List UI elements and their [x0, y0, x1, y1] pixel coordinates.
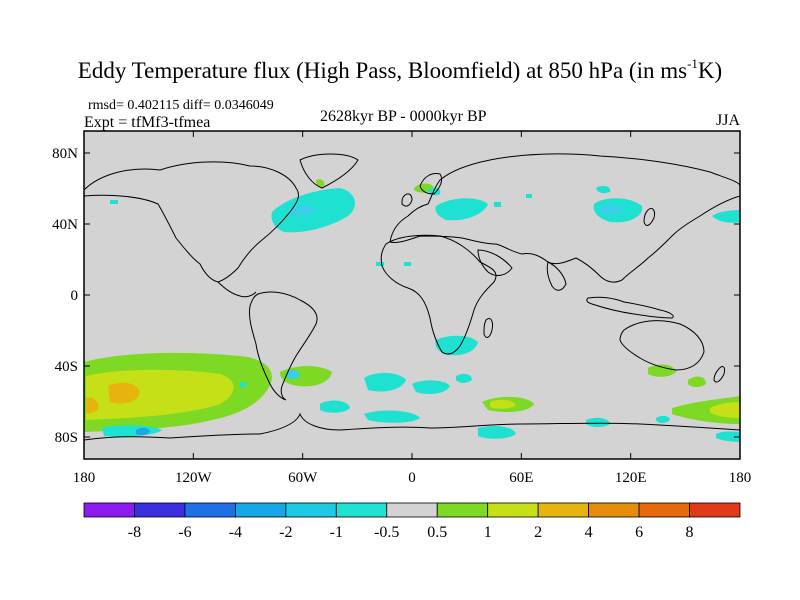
anomaly-region-north-pacific — [712, 210, 740, 223]
legend-swatch — [134, 502, 186, 518]
anomaly-spot-1 — [240, 382, 246, 387]
legend-label: 0.5 — [427, 524, 447, 541]
anomaly-spot-2 — [376, 262, 384, 266]
legend-label: 8 — [686, 524, 694, 541]
legend-swatch — [537, 502, 590, 518]
coast-britain — [401, 193, 413, 207]
anomaly-region-greenland — [316, 179, 325, 187]
lat-tick-label: 80S — [55, 430, 78, 446]
anomaly-region-patagonia — [286, 369, 300, 379]
legend-label: -6 — [178, 524, 191, 541]
anomaly-region-south-pacific-small — [656, 415, 670, 423]
stats-label: rmsd= 0.402115 diff= 0.0346049 — [88, 98, 274, 113]
coast-north-america — [84, 161, 299, 283]
anomaly-region-antarctic-coast — [364, 410, 420, 423]
legend-swatch — [638, 502, 690, 518]
anomaly-region-indian-ocean-core — [490, 399, 516, 409]
legend-label: -1 — [330, 524, 343, 541]
axis-tick-labels: 80N 40N 0 40S 80S 180 120W 60W 0 60E 120E 180 — [52, 146, 751, 486]
legend-swatch — [234, 502, 287, 518]
anomaly-region-south-indian — [364, 372, 406, 392]
coast-new-zealand — [713, 366, 725, 383]
coast-indonesia — [586, 296, 674, 319]
title-superscript: -1 — [687, 56, 698, 71]
anomaly-region-east-asia-core — [600, 204, 624, 215]
lon-tick-label: 180 — [73, 470, 96, 486]
coast-greenland — [299, 153, 359, 189]
title-text: Eddy Temperature flux (High Pass, Bloomf… — [77, 58, 688, 83]
lat-tick-label: 40S — [55, 359, 78, 375]
anomaly-region-siberia — [596, 185, 611, 194]
coast-africa — [380, 234, 497, 355]
coastlines — [84, 153, 740, 441]
legend-swatch — [487, 502, 539, 518]
anomaly-spot-6 — [526, 194, 532, 198]
legend-swatch — [689, 502, 741, 518]
legend-swatch — [588, 502, 640, 518]
legend-label: -0.5 — [374, 524, 399, 541]
lon-tick-label: 60E — [509, 470, 533, 486]
coast-central-america — [217, 281, 257, 298]
anomaly-region-tasman — [688, 376, 706, 387]
legend-label: -8 — [128, 524, 141, 541]
coast-madagascar — [483, 317, 493, 338]
anomaly-region-antarctic-blue — [136, 427, 150, 436]
coast-scandinavia — [419, 173, 443, 195]
season-label: JJA — [716, 112, 741, 129]
anomaly-region-antarctic-east — [586, 417, 610, 427]
anomaly-region-se-pacific-peak — [108, 382, 140, 404]
coast-arabia — [477, 249, 513, 276]
anomaly-region-south-indian-2 — [412, 380, 450, 394]
period-label: 2628kyr BP - 0000kyr BP — [320, 108, 487, 125]
coast-antarctica — [84, 412, 740, 441]
anomaly-region-weddell — [320, 400, 350, 413]
legend-label: 6 — [635, 524, 643, 541]
anomaly-spot-5 — [110, 200, 118, 204]
anomaly-region-south-indian-3 — [456, 373, 472, 383]
legend-swatch — [436, 502, 489, 518]
title-end: K) — [697, 58, 723, 83]
legend-label: -2 — [279, 524, 292, 541]
anomaly-region-antarctic-far-east — [716, 431, 740, 442]
legend-swatch — [184, 502, 236, 518]
anomaly-spot-4 — [494, 202, 501, 207]
anomaly-region-north-atlantic-core — [288, 205, 316, 217]
anomaly-region-south-africa — [435, 335, 478, 356]
legend-label: 4 — [585, 524, 593, 541]
anomaly-region-europe — [435, 198, 488, 221]
legend-label: 1 — [484, 524, 492, 541]
lon-tick-label: 120E — [615, 470, 647, 486]
lon-tick-label: 180 — [729, 470, 752, 486]
lon-tick-label: 60W — [288, 470, 318, 486]
axis-ticks — [83, 131, 741, 459]
legend: -8 -6 -4 -2 -1 -0.5 0.5 1 2 4 6 8 — [83, 502, 741, 541]
coast-india — [546, 261, 567, 291]
experiment-label: Expt = tfMf3-tfmea — [84, 114, 211, 131]
lon-tick-label: 120W — [175, 470, 213, 486]
anomaly-region-se-pacific-core — [86, 369, 234, 420]
anomaly-region-south-pacific-east-core — [710, 402, 740, 418]
lat-tick-label: 40N — [52, 217, 78, 233]
anomaly-region-antarctic-coast-2 — [478, 426, 516, 439]
anomaly-region-se-pacific-peak-2 — [86, 397, 99, 414]
anomaly-spot-3 — [404, 262, 411, 266]
lat-tick-label: 80N — [52, 146, 78, 162]
legend-label: 2 — [534, 524, 542, 541]
legend-swatch — [335, 502, 388, 518]
anomaly-region-south-australia — [648, 364, 676, 377]
map-title: Eddy Temperature flux (High Pass, Bloomf… — [0, 56, 800, 84]
anomaly-region-south-pacific-east — [672, 396, 740, 424]
coast-australia — [619, 320, 705, 371]
legend-label: -4 — [229, 524, 242, 541]
legend-swatch — [83, 502, 135, 518]
coast-eurasia — [389, 153, 740, 283]
lat-tick-label: 0 — [71, 288, 79, 304]
legend-swatch — [285, 502, 337, 518]
lon-tick-label: 0 — [408, 470, 416, 486]
anomaly-field — [84, 179, 740, 442]
coast-japan — [643, 207, 655, 226]
coast-south-america — [249, 291, 318, 401]
legend-swatch — [386, 502, 438, 518]
